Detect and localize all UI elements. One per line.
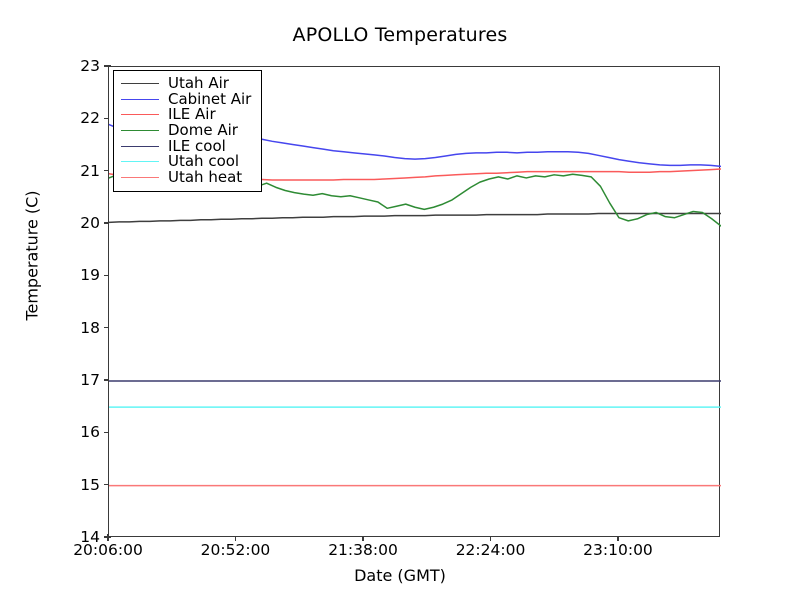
x-tick-label: 22:24:00 bbox=[455, 541, 526, 559]
legend-color-swatch bbox=[121, 176, 159, 178]
y-tick-mark bbox=[104, 169, 111, 172]
y-tick-label: 16 bbox=[80, 423, 100, 442]
y-tick-mark bbox=[104, 326, 111, 329]
legend-color-swatch bbox=[121, 114, 159, 116]
legend-item[interactable]: Utah cool bbox=[121, 154, 251, 170]
legend-item[interactable]: Utah Air bbox=[121, 76, 251, 92]
legend-item-label: ILE Air bbox=[168, 105, 216, 124]
legend-item-label: ILE cool bbox=[168, 136, 226, 155]
x-tick-label: 21:38:00 bbox=[328, 541, 398, 559]
y-tick-label: 17 bbox=[80, 371, 100, 389]
y-tick-mark bbox=[104, 379, 111, 381]
legend: Utah Air Cabinet Air ILE Air Dome Air ILE co… bbox=[113, 70, 263, 193]
y-tick-label: 22 bbox=[80, 109, 100, 128]
legend-color-swatch bbox=[121, 83, 159, 85]
y-tick-label: 14 bbox=[80, 528, 100, 546]
legend-color-swatch bbox=[121, 161, 159, 163]
legend-item[interactable]: ILE Air bbox=[121, 107, 251, 123]
y-tick-label: 15 bbox=[80, 475, 100, 494]
legend-item[interactable]: Utah heat bbox=[121, 167, 251, 186]
legend-item-label: Utah cool bbox=[168, 152, 240, 171]
y-tick-mark bbox=[104, 222, 111, 224]
legend-item[interactable]: Cabinet Air bbox=[121, 89, 252, 108]
y-tick-label: 18 bbox=[80, 318, 100, 337]
x-tick-label: 23:10:00 bbox=[583, 541, 653, 559]
x-tick-label: 20:06:00 bbox=[73, 541, 143, 559]
x-tick-mark bbox=[107, 534, 109, 541]
legend-item[interactable]: Dome Air bbox=[121, 123, 251, 139]
legend-item-label: Cabinet Air bbox=[168, 89, 252, 108]
y-tick-mark bbox=[104, 117, 111, 120]
x-tick-mark bbox=[489, 534, 492, 541]
y-tick-mark bbox=[104, 65, 111, 67]
legend-item-label: Dome Air bbox=[168, 121, 238, 140]
x-tick-mark bbox=[362, 534, 364, 541]
y-tick-mark bbox=[104, 431, 111, 434]
y-tick-mark bbox=[104, 274, 111, 277]
y-axis-label: Temperature (C) bbox=[22, 190, 42, 321]
legend-color-swatch bbox=[121, 145, 159, 147]
x-tick-mark bbox=[617, 534, 619, 541]
y-tick-label: 20 bbox=[80, 214, 100, 232]
y-tick-label: 19 bbox=[80, 266, 100, 285]
y-tick-label: 21 bbox=[80, 161, 100, 180]
series-line bbox=[109, 214, 721, 223]
legend-item-label: Utah Air bbox=[168, 74, 229, 93]
legend-item[interactable]: ILE cool bbox=[121, 138, 251, 154]
page-title: APOLLO Temperatures bbox=[292, 24, 508, 46]
legend-item-label: Utah heat bbox=[168, 167, 243, 186]
legend-color-swatch bbox=[121, 98, 159, 100]
y-tick-label: 23 bbox=[80, 57, 100, 75]
x-axis-label: Date (GMT) bbox=[354, 566, 446, 585]
x-tick-mark bbox=[234, 534, 237, 541]
legend-color-swatch bbox=[121, 130, 159, 132]
y-tick-mark bbox=[104, 483, 111, 486]
x-tick-label: 20:52:00 bbox=[200, 541, 271, 559]
